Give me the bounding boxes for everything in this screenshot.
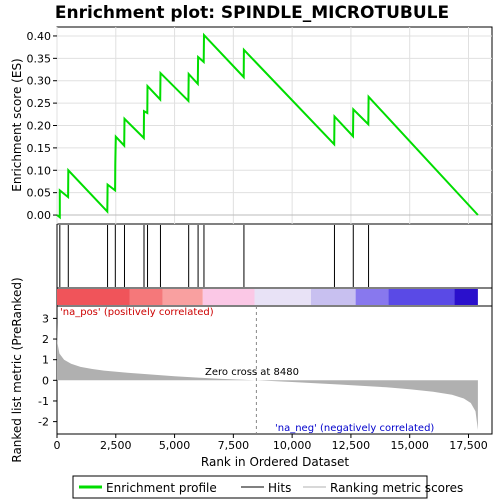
legend-metric-label: Ranking metric scores bbox=[330, 481, 463, 495]
heatmap-segment bbox=[310, 289, 356, 305]
x-tick-label: 5,000 bbox=[159, 439, 191, 452]
metric-tick-label: 1 bbox=[42, 354, 49, 367]
x-tick-label: 17,500 bbox=[449, 439, 488, 452]
metric-tick-label: 3 bbox=[42, 312, 49, 325]
chart-title: Enrichment plot: SPINDLE_MICROTUBULE bbox=[55, 3, 449, 23]
heatmap-segment bbox=[202, 289, 255, 305]
ranking-metric-area bbox=[57, 322, 478, 430]
hit-markers bbox=[59, 225, 370, 287]
enrichment-profile-line bbox=[56, 32, 479, 220]
positive-correlation-label: 'na_pos' (positively correlated) bbox=[60, 307, 214, 318]
x-tick-label: 0 bbox=[54, 439, 61, 452]
legend-profile-label: Enrichment profile bbox=[106, 481, 217, 495]
es-tick-label: 0.15 bbox=[27, 142, 52, 155]
metric-tick-label: 0 bbox=[42, 374, 49, 387]
x-tick-label: 10,000 bbox=[273, 439, 312, 452]
es-tick-label: 0.40 bbox=[27, 30, 52, 43]
hits-panel bbox=[56, 223, 493, 289]
heatmap-segment bbox=[388, 289, 455, 305]
x-tick-label: 2,500 bbox=[100, 439, 132, 452]
es-tick-label: 0.10 bbox=[27, 164, 52, 177]
es-tick-label: 0.35 bbox=[27, 52, 52, 65]
metric-y-axis-label: Ranked list metric (PreRanked) bbox=[10, 277, 24, 462]
es-tick-label: 0.25 bbox=[27, 97, 52, 110]
es-y-axis-label: Enrichment score (ES) bbox=[10, 58, 24, 191]
heatmap-segment bbox=[454, 289, 478, 305]
x-tick-label: 15,000 bbox=[390, 439, 429, 452]
es-tick-label: 0.00 bbox=[27, 209, 52, 222]
es-tick-label: 0.20 bbox=[27, 120, 52, 133]
heatmap-segment bbox=[162, 289, 203, 305]
legend-hits-label: Hits bbox=[268, 481, 291, 495]
ranking-heatmap-bar bbox=[57, 289, 478, 305]
es-y-axis: 0.00 0.05 0.10 0.15 0.20 0.25 0.30 0.35 0.40 bbox=[27, 30, 57, 222]
heatmap-segment bbox=[129, 289, 163, 305]
heatmap-segment bbox=[57, 289, 130, 305]
x-axis: 0 2,500 5,000 7,500 10,000 12,500 15,000 17,500 bbox=[54, 434, 488, 452]
metric-tick-label: -1 bbox=[38, 395, 49, 408]
x-tick-label: 12,500 bbox=[332, 439, 371, 452]
heatmap-segment bbox=[355, 289, 389, 305]
es-tick-label: 0.30 bbox=[27, 75, 52, 88]
metric-panel bbox=[56, 305, 493, 435]
heatmap-segment bbox=[254, 289, 311, 305]
zero-cross-label: Zero cross at 8480 bbox=[205, 367, 299, 378]
negative-correlation-label: 'na_neg' (negatively correlated) bbox=[275, 423, 434, 434]
metric-y-axis: -2 -1 0 1 2 3 bbox=[38, 312, 57, 429]
metric-tick-label: -2 bbox=[38, 416, 49, 429]
x-tick-label: 7,500 bbox=[218, 439, 250, 452]
x-axis-label: Rank in Ordered Dataset bbox=[201, 455, 349, 469]
metric-tick-label: 2 bbox=[42, 333, 49, 346]
es-tick-label: 0.05 bbox=[27, 187, 52, 200]
